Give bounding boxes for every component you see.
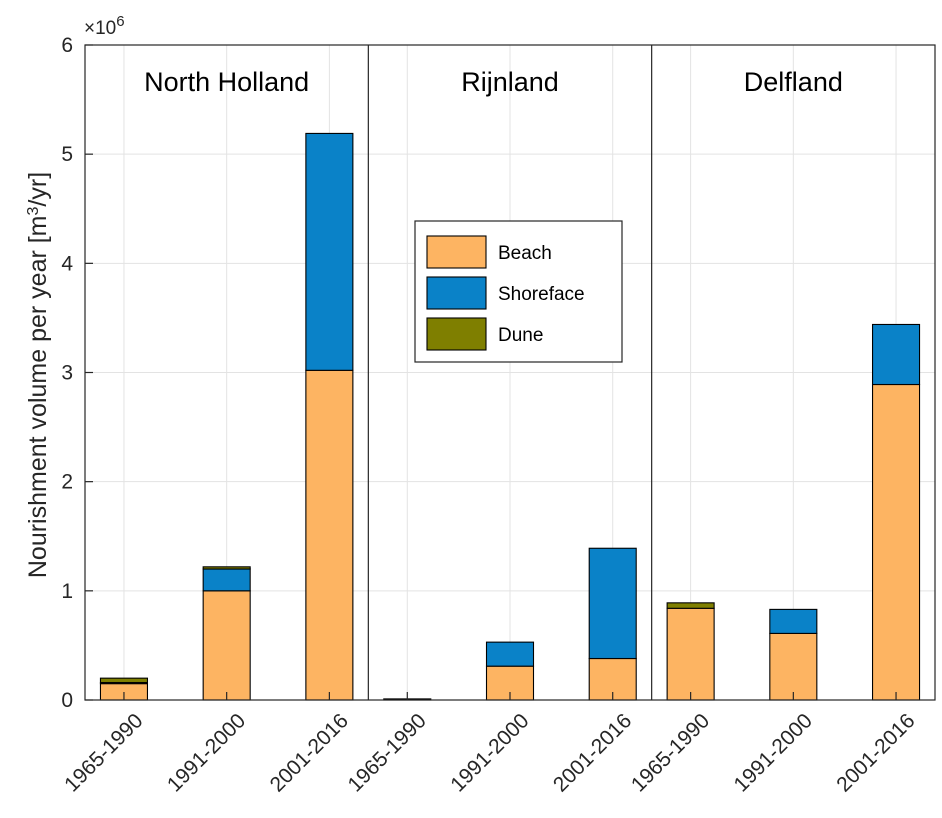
x-tick-label: 2001-2016 <box>266 709 353 796</box>
y-tick-label: 4 <box>61 252 73 275</box>
bar-shoreface-delfland-2001-2016 <box>871 323 921 386</box>
bar-shoreface-rijnland-2001-2016 <box>588 547 637 660</box>
y-axis-label: Nourishment volume per year [m3/yr] <box>24 172 52 578</box>
y-axis-label-superscript: 3 <box>25 206 42 215</box>
bar-beach-delfland-1965-1990 <box>666 607 715 701</box>
bar-shoreface-rijnland-1991-2000 <box>485 641 535 667</box>
x-tick-label: 1991-2000 <box>163 709 250 796</box>
x-tick-label: 1965-1990 <box>627 709 714 796</box>
bar-shoreface-delfland-1991-2000 <box>769 608 818 634</box>
y-tick-label: 3 <box>61 362 73 385</box>
x-tick-label: 1965-1990 <box>60 709 147 796</box>
bar-dune-delfland-1965-1990 <box>666 602 715 609</box>
bar-beach-north-holland-1991-2000 <box>202 590 251 701</box>
legend-label-beach: Beach <box>498 243 552 264</box>
legend-swatch-shoreface <box>426 276 487 310</box>
region-title: North Holland <box>144 67 309 97</box>
y-exponent-power: 6 <box>116 13 124 30</box>
bar-dune-north-holland-1991-2000 <box>202 566 251 570</box>
legend-swatch-dune <box>426 317 487 351</box>
bars-layer <box>99 132 921 701</box>
y-tick-label: 0 <box>61 689 73 712</box>
x-tick-label: 2001-2016 <box>549 709 636 796</box>
region-title: Rijnland <box>461 67 559 97</box>
bar-dune-north-holland-1965-1990 <box>99 677 149 684</box>
legend-label-dune: Dune <box>498 325 543 346</box>
y-tick-label: 5 <box>61 143 73 166</box>
bar-shoreface-north-holland-2001-2016 <box>305 132 354 371</box>
y-tick-label: 2 <box>61 471 73 494</box>
x-tick-label: 1991-2000 <box>730 709 817 796</box>
legend: Beach Shoreface Dune <box>414 220 623 363</box>
y-tick-label: 1 <box>61 580 73 603</box>
legend-swatch-beach <box>426 235 487 269</box>
legend-label-shoreface: Shoreface <box>498 284 585 305</box>
x-tick-label: 1991-2000 <box>446 709 533 796</box>
y-axis-label-tail: /yr] <box>24 172 52 207</box>
x-tick-label: 1965-1990 <box>344 709 431 796</box>
y-tick-label: 6 <box>61 34 73 57</box>
bar-shoreface-north-holland-1991-2000 <box>202 568 251 592</box>
y-exponent-label: ×106 <box>84 13 125 40</box>
bar-beach-delfland-1991-2000 <box>769 632 818 701</box>
y-axis-label-main: Nourishment volume per year [m <box>24 215 52 578</box>
y-exponent-base: ×10 <box>84 18 116 39</box>
bar-beach-north-holland-2001-2016 <box>305 369 354 701</box>
bar-beach-delfland-2001-2016 <box>871 383 921 701</box>
x-tick-label: 2001-2016 <box>832 709 919 796</box>
region-title: Delfland <box>744 67 843 97</box>
